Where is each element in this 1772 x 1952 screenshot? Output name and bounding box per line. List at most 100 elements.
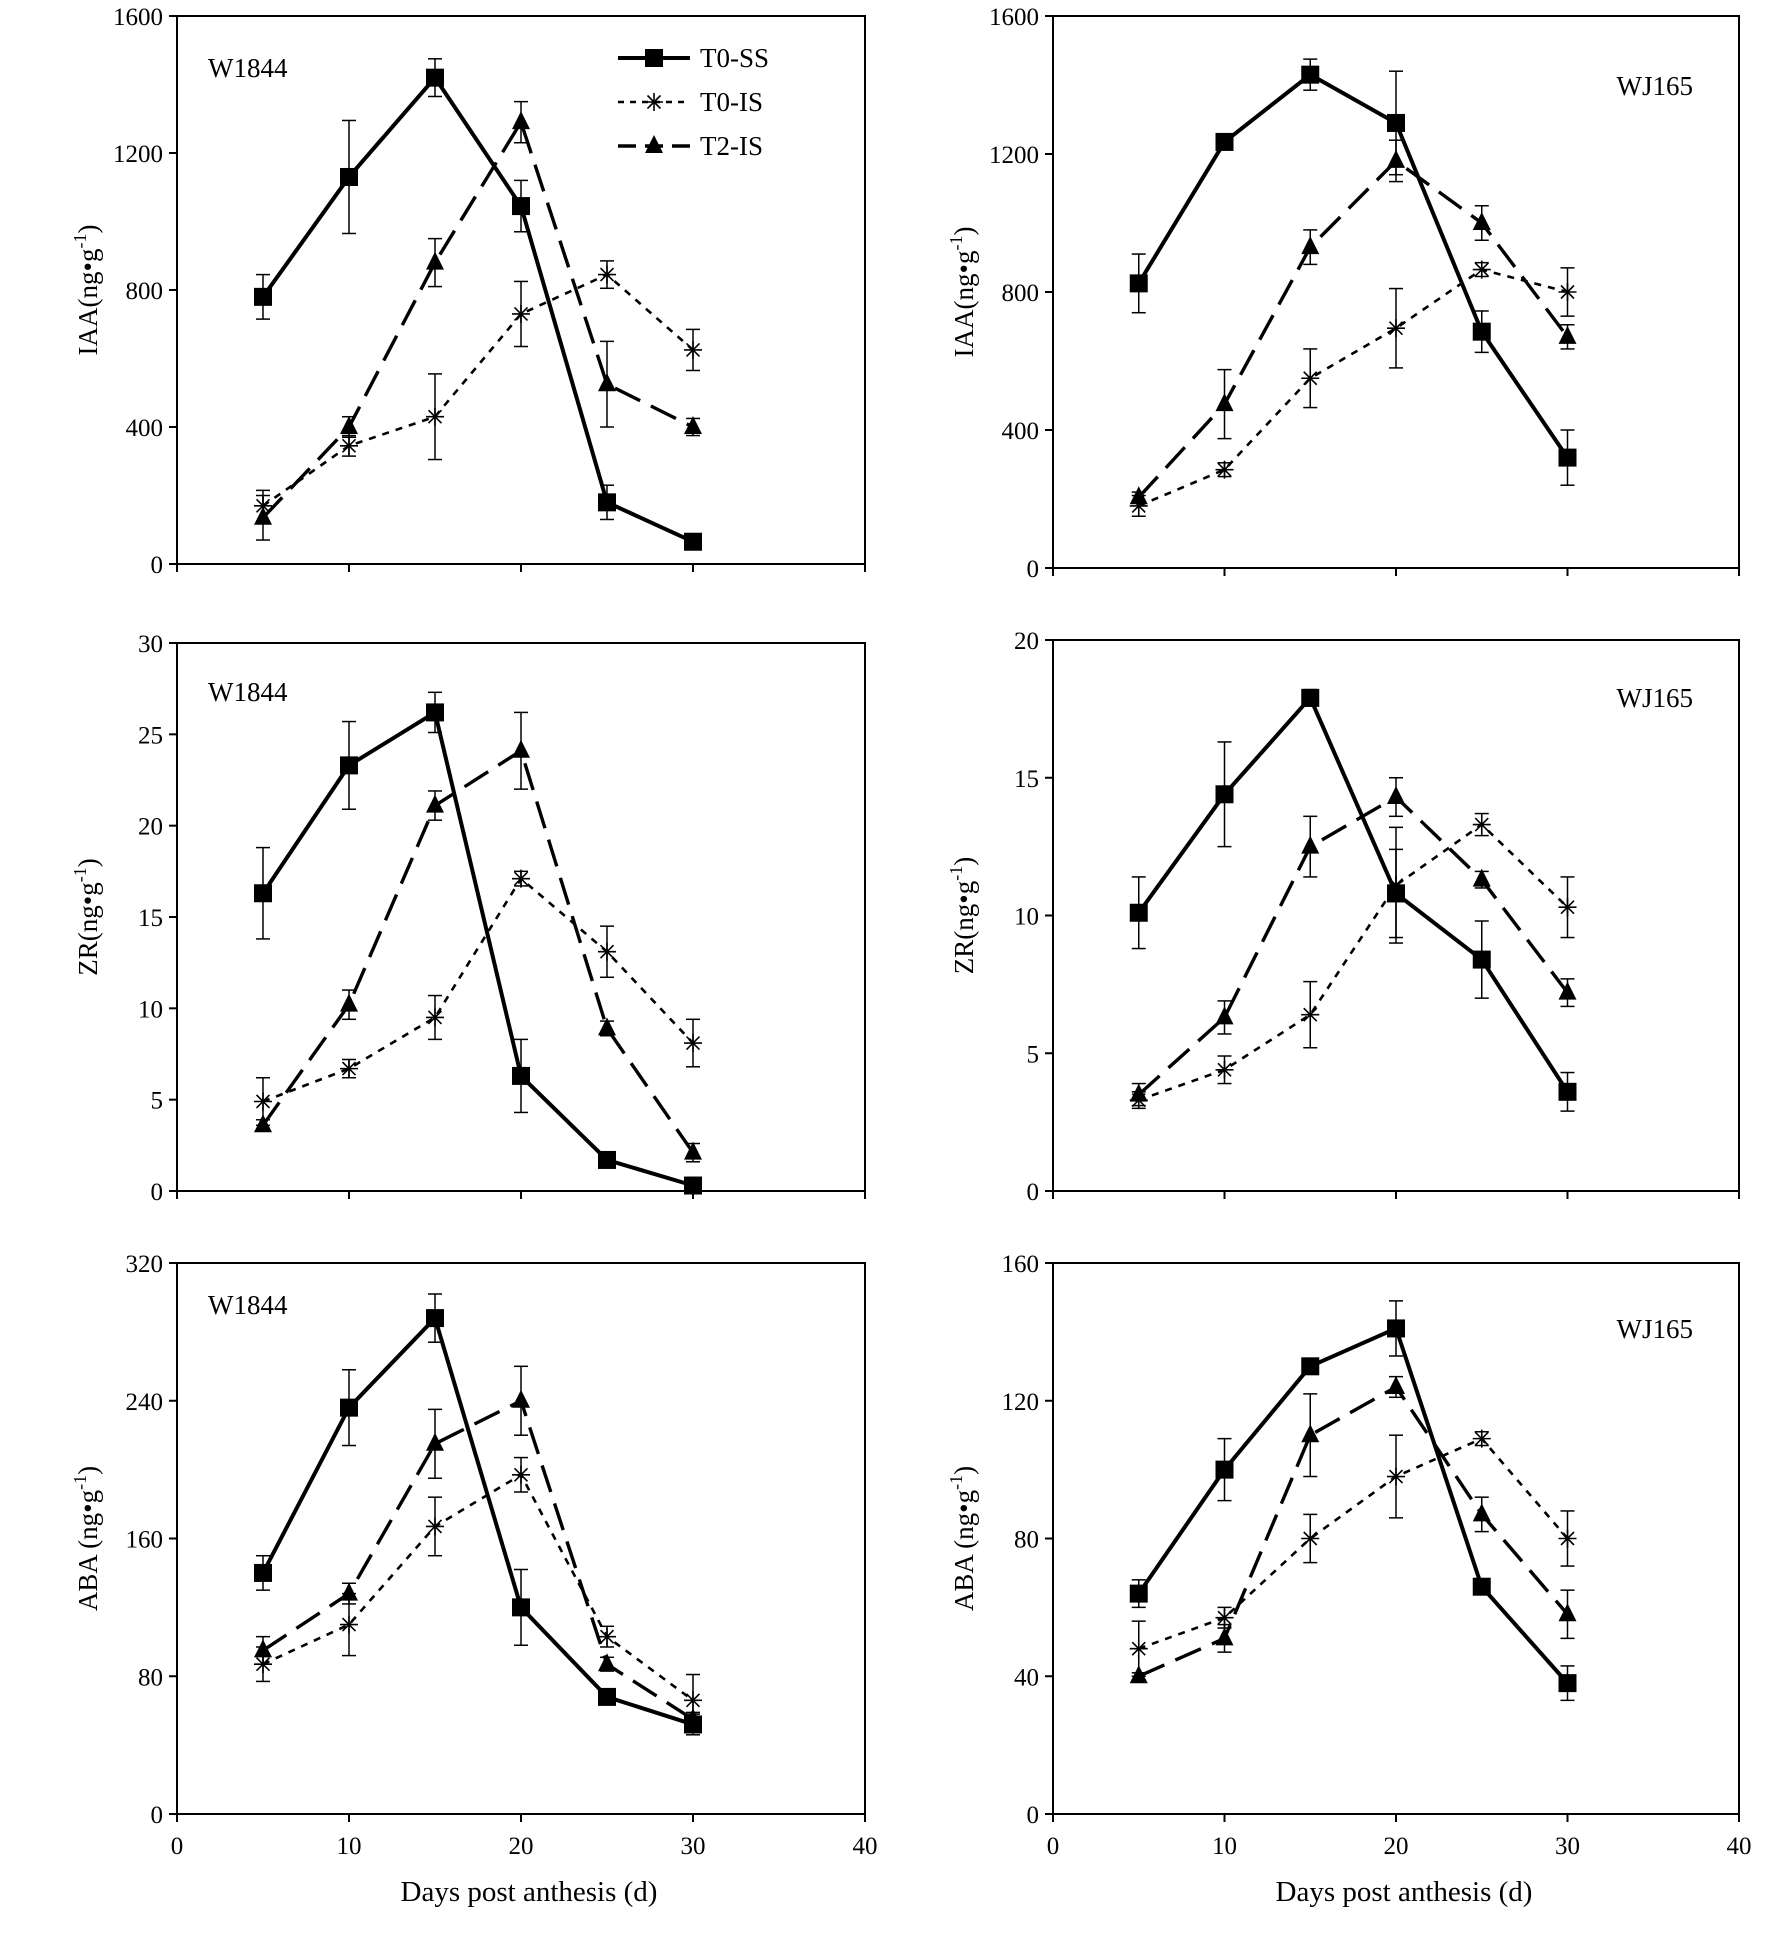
series-t0-ss [1129, 688, 1577, 1112]
data-point [512, 1598, 530, 1617]
series-line [262, 273, 694, 507]
y-axis-label-close: ) [73, 1466, 103, 1475]
data-point-stroke [427, 1519, 443, 1534]
data-point-stroke [1388, 1469, 1404, 1484]
data-point-stroke [1560, 900, 1575, 915]
y-tick-label: 5 [151, 1088, 164, 1115]
series-t0-is [254, 869, 702, 1126]
series-t0-ss [254, 1293, 702, 1736]
data-point-stroke [599, 1629, 615, 1644]
y-tick-label: 1200 [113, 141, 163, 168]
data-point [1558, 1082, 1577, 1101]
x-axis-label: Days post anthesis (d) [1276, 1876, 1533, 1908]
data-point-stroke [1217, 462, 1232, 477]
series-line [1137, 1326, 1569, 1685]
data-point [340, 1059, 358, 1078]
data-point [340, 436, 358, 455]
data-point [598, 1150, 616, 1169]
data-point-stroke [341, 1617, 357, 1632]
data-point [598, 373, 616, 392]
series-line [1138, 1437, 1569, 1650]
data-point [1387, 149, 1405, 168]
y-tick-label: 160 [126, 1527, 164, 1554]
panel-6: 0 40 80 120 160 0 10 20 30 40 ABA (ng•g-1) Days pos… [946, 1251, 1752, 1908]
y-tick-label: 0 [1027, 1179, 1040, 1206]
data-point-stroke [1303, 1007, 1318, 1022]
data-point [1215, 132, 1234, 151]
data-point-stroke [1560, 1531, 1575, 1546]
data-point-stroke [427, 409, 443, 424]
data-point [340, 416, 358, 434]
data-point [254, 1639, 272, 1658]
series-line [1137, 159, 1569, 499]
data-point [1129, 274, 1148, 293]
data-point [598, 1653, 616, 1672]
data-point [1472, 212, 1491, 230]
data-point [684, 1176, 702, 1195]
data-point-stroke [1303, 371, 1318, 386]
panel-3: 0 5 10 15 20 25 30 ZR(ng•g-1) W1844 [70, 631, 866, 1206]
y-tick-label: 400 [126, 415, 164, 442]
data-point [598, 493, 616, 512]
y-tick-label: 40 [1014, 1664, 1039, 1691]
data-point [1558, 898, 1577, 917]
x-tick-label: 30 [681, 1833, 706, 1860]
data-point [1129, 903, 1148, 922]
data-point [426, 68, 444, 87]
data-point-stroke [685, 342, 701, 358]
y-axis-label-close: ) [949, 1466, 979, 1475]
y-axis-label-unit: ZR(ng•g [73, 882, 103, 975]
data-point [1215, 460, 1234, 479]
data-point [1558, 283, 1577, 301]
data-point [1558, 1529, 1577, 1548]
y-tick-label: 1600 [113, 4, 163, 31]
data-point [1387, 1319, 1405, 1338]
series-t0-is [1129, 260, 1577, 517]
x-tick-label: 20 [1384, 1833, 1409, 1860]
data-point [1472, 1503, 1491, 1522]
y-tick-label: 1200 [989, 142, 1039, 169]
y-tick-label: 800 [1002, 280, 1040, 307]
data-point-stroke [1303, 1531, 1318, 1546]
y-axis-label: IAA(ng•g-1) [70, 225, 103, 356]
data-point [684, 416, 702, 434]
data-point [1301, 835, 1320, 854]
data-point [1129, 1083, 1148, 1102]
y-tick-label: 15 [138, 905, 163, 932]
data-point [1129, 1639, 1148, 1658]
data-point [340, 1398, 358, 1417]
data-point [340, 756, 358, 775]
series-line [1138, 1385, 1569, 1678]
y-tick-label: 20 [1014, 628, 1039, 655]
data-point [426, 703, 444, 722]
data-point [1129, 486, 1148, 505]
data-point [1215, 1627, 1234, 1646]
data-point [254, 1114, 272, 1133]
series-t0-ss [254, 58, 702, 551]
data-point [426, 1517, 444, 1536]
series-t2-is [254, 711, 702, 1163]
data-point [684, 1141, 702, 1160]
series-line [261, 1316, 694, 1727]
data-point-stroke [513, 871, 529, 886]
data-point [426, 1309, 444, 1328]
y-tick-label: 0 [151, 1802, 164, 1829]
x-tick-label: 10 [1212, 1833, 1237, 1860]
data-point-stroke [1474, 1431, 1489, 1446]
y-tick-label: 15 [1014, 766, 1039, 793]
data-point [512, 869, 530, 888]
data-point [1558, 981, 1577, 1000]
data-point [512, 1389, 530, 1408]
data-point [1129, 1584, 1148, 1603]
data-point [598, 1687, 616, 1706]
series-t0-is [1129, 812, 1577, 1110]
data-point [1472, 260, 1491, 279]
y-tick-label: 0 [151, 1179, 164, 1206]
data-point [512, 1066, 530, 1085]
data-point [1301, 688, 1320, 707]
series-t2-is [1129, 1375, 1577, 1684]
legend: T0-SS T0-IS T2-IS [618, 43, 769, 161]
data-point [1301, 65, 1320, 84]
data-point [1387, 876, 1405, 895]
